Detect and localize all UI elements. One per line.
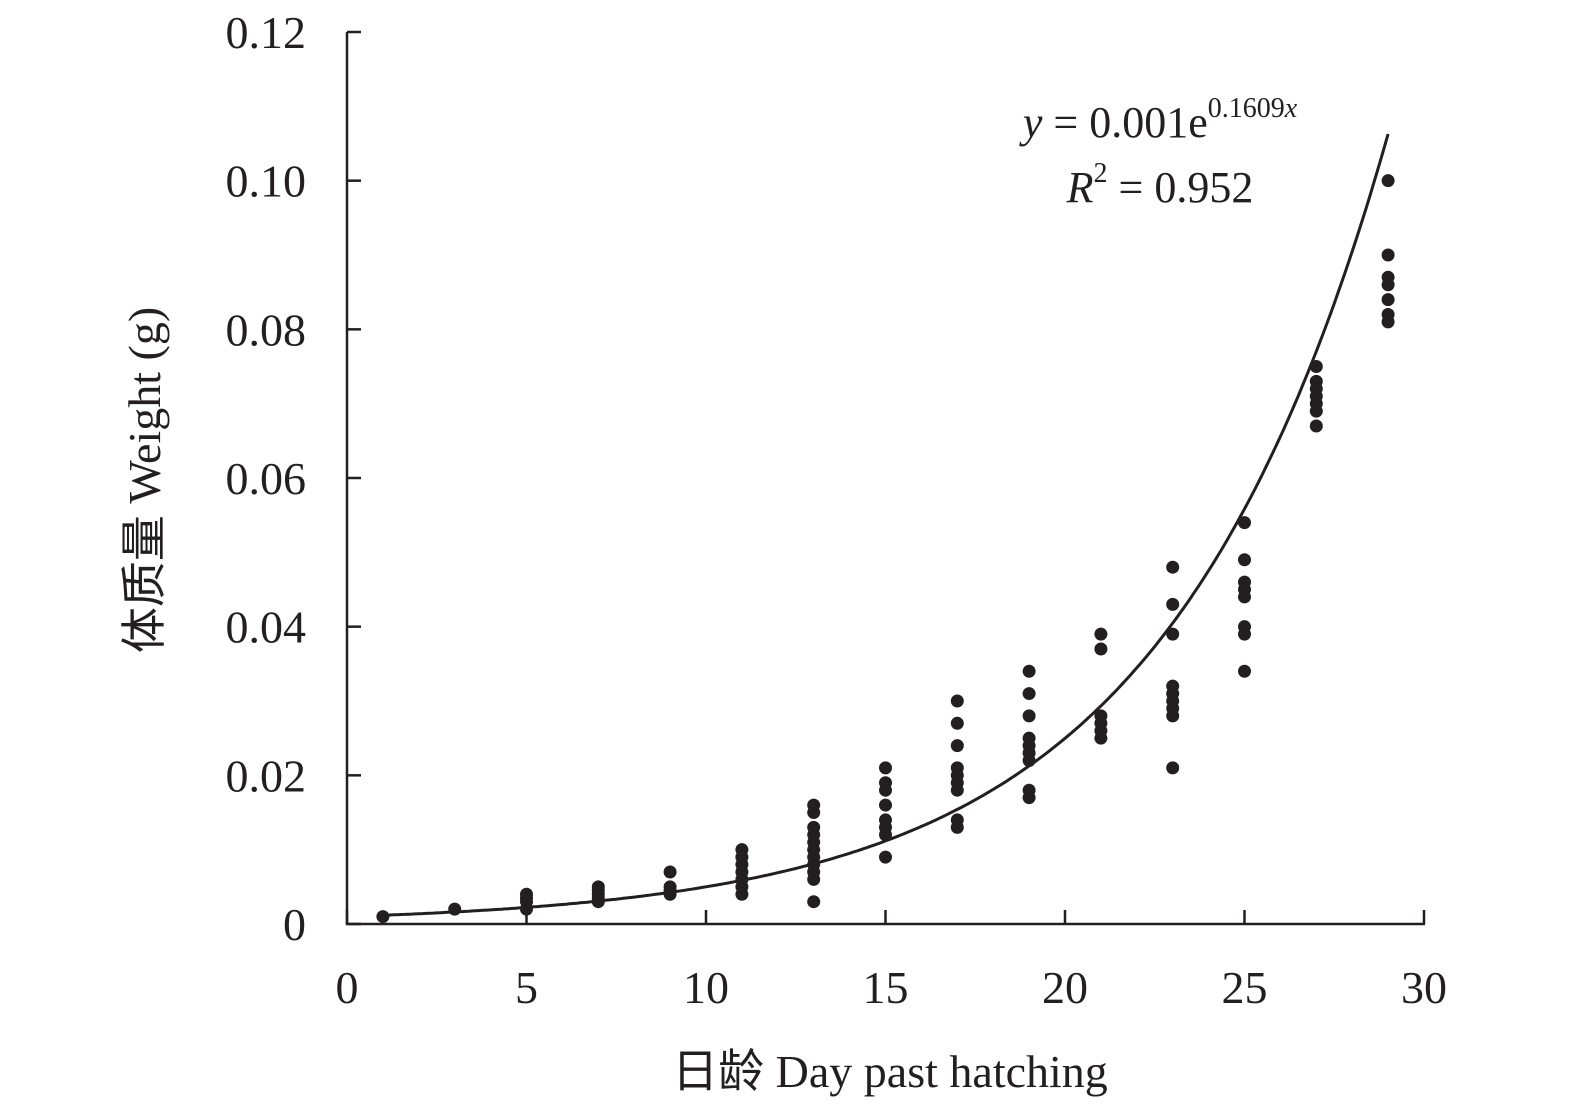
x-axis-label: 日龄 Day past hatching — [672, 1046, 1108, 1097]
data-point — [1381, 307, 1395, 321]
data-point — [735, 843, 749, 857]
data-point — [1166, 560, 1180, 574]
y-tick-label: 0.10 — [226, 156, 307, 207]
data-point — [879, 798, 892, 812]
data-point — [1381, 270, 1395, 284]
y-tick-label: 0.08 — [226, 304, 307, 355]
data-point — [591, 880, 605, 894]
data-point — [950, 739, 964, 753]
data-point — [807, 895, 821, 909]
y-tick-label: 0.06 — [226, 453, 307, 504]
data-point — [950, 813, 964, 827]
data-point — [1238, 553, 1251, 567]
data-point — [1094, 642, 1108, 656]
x-tick-label: 5 — [515, 962, 538, 1013]
data-point — [1238, 516, 1251, 530]
data-point — [1309, 419, 1323, 433]
x-tick-label: 0 — [336, 962, 359, 1013]
r-squared: R2 = 0.952 — [1066, 158, 1254, 212]
data-point — [1381, 293, 1395, 307]
data-point — [1022, 783, 1036, 797]
y-tick-label: 0 — [283, 899, 306, 950]
data-point — [1166, 627, 1180, 641]
data-point — [1094, 627, 1108, 641]
data-point — [879, 761, 892, 775]
data-point — [1094, 709, 1108, 723]
x-tick-label: 20 — [1042, 962, 1088, 1013]
data-point — [1309, 374, 1323, 388]
data-point — [950, 716, 964, 730]
data-point — [1238, 664, 1251, 678]
data-point — [1022, 664, 1036, 678]
data-point — [1022, 687, 1036, 701]
data-point — [1166, 761, 1180, 775]
data-point — [1381, 174, 1395, 188]
data-point — [879, 776, 892, 790]
y-tick-label: 0.02 — [226, 750, 307, 801]
data-point — [1022, 731, 1036, 745]
x-tick-label: 15 — [863, 962, 909, 1013]
data-point — [950, 694, 964, 708]
data-point — [448, 902, 462, 916]
data-point — [1238, 575, 1251, 589]
data-point — [807, 798, 821, 812]
data-point — [520, 887, 533, 901]
data-point — [950, 761, 964, 775]
data-point — [1381, 248, 1395, 262]
data-point — [1022, 709, 1036, 723]
data-point — [807, 820, 821, 834]
data-point — [376, 910, 390, 924]
x-tick-label: 25 — [1222, 962, 1268, 1013]
fit-curve — [382, 133, 1390, 917]
data-point — [1238, 620, 1251, 634]
data-point — [1166, 679, 1180, 693]
y-tick-label: 0.04 — [226, 602, 307, 653]
data-point — [1166, 597, 1180, 611]
data-point — [663, 865, 677, 879]
y-tick-label: 0.12 — [226, 7, 307, 58]
x-tick-label: 10 — [683, 962, 729, 1013]
x-tick-label: 30 — [1401, 962, 1447, 1013]
data-point — [879, 813, 892, 827]
y-axis-label: 体质量 Weight (g) — [119, 307, 170, 653]
data-point — [1309, 360, 1323, 373]
data-point — [879, 850, 892, 864]
data-point — [663, 880, 677, 894]
fit-equation: y = 0.001e0.1609x — [1019, 93, 1298, 147]
